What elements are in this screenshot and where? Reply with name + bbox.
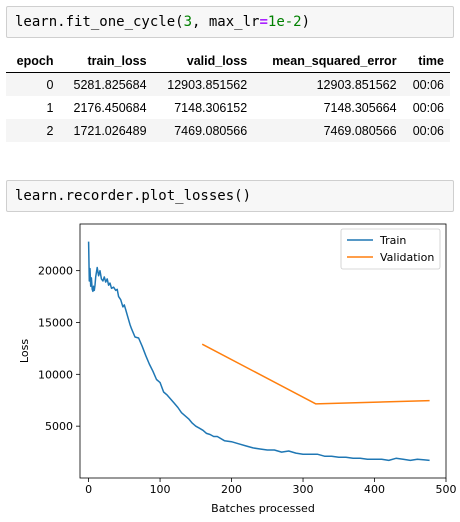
cell-valid-loss: 7469.080566 <box>152 119 254 142</box>
legend-box <box>340 228 441 270</box>
y-tick-label: 10000 <box>38 368 73 381</box>
header-epoch: epoch <box>6 50 60 73</box>
plot-legend: Train Validation <box>340 228 441 270</box>
cell-epoch: 0 <box>6 72 60 96</box>
cell-train-loss: 1721.026489 <box>59 119 153 142</box>
legend-label-validation: Validation <box>380 251 434 264</box>
loss-plot: 0 100 200 300 400 500 5000 10000 15000 20000 Batc… <box>18 223 457 515</box>
x-axis-label: Batches processed <box>211 502 315 515</box>
y-tick-label: 15000 <box>38 316 73 329</box>
cell-train-loss: 2176.450684 <box>73 100 147 115</box>
header-time: time <box>402 50 450 73</box>
code-text-close: ) <box>301 14 311 30</box>
table-row: 2 1721.026489 7469.080566 7469.080566 00… <box>6 119 450 142</box>
code-cell-fit-one-cycle[interactable]: learn.fit_one_cycle(3, max_lr=1e-2) <box>6 6 454 38</box>
table-header-row: epoch train_loss valid_loss mean_squared… <box>6 50 450 73</box>
cell-time: 00:06 <box>402 119 450 142</box>
cell-epoch: 1 <box>46 100 54 115</box>
plot-axes-frame <box>79 223 447 479</box>
x-tick-label: 100 <box>150 483 171 496</box>
table-row: 0 5281.825684 12903.851562 12903.851562 … <box>6 72 450 96</box>
code-text: learn.fit_one_cycle( <box>15 14 184 30</box>
cell-time: 00:06 <box>402 72 450 96</box>
cell-mse: 7469.080566 <box>253 119 403 142</box>
y-tick-label: 5000 <box>45 420 73 433</box>
cell-mse: 12903.851562 <box>253 72 403 96</box>
cell-mse: 7148.305664 <box>323 100 397 115</box>
header-train-loss: train_loss <box>59 50 153 73</box>
code-number-lr: 1e-2 <box>267 14 302 30</box>
code-text-kwarg: , max_lr <box>192 14 260 30</box>
code-operator: = <box>259 14 268 30</box>
series-line-train <box>87 241 430 462</box>
cell-time: 00:06 <box>412 100 444 115</box>
training-results-table: epoch train_loss valid_loss mean_squared… <box>6 50 450 142</box>
cell-valid-loss: 7148.306152 <box>174 100 248 115</box>
header-valid-loss: valid_loss <box>152 50 254 73</box>
table-row: 1 2176.450684 7148.306152 7148.305664 00… <box>6 96 450 119</box>
x-tick-label: 400 <box>364 483 385 496</box>
code-number-epochs: 3 <box>183 14 193 30</box>
code-text: learn.recorder.plot_losses() <box>15 188 252 204</box>
cell-valid-loss: 12903.851562 <box>152 72 254 96</box>
x-tick-label: 300 <box>293 483 314 496</box>
cell-epoch: 2 <box>6 119 60 142</box>
y-tick-label: 20000 <box>38 265 73 278</box>
legend-label-train: Train <box>379 234 406 247</box>
code-cell-plot-losses[interactable]: learn.recorder.plot_losses() <box>6 180 454 212</box>
x-tick-label: 200 <box>221 483 242 496</box>
x-tick-label: 500 <box>436 483 457 496</box>
series-line-validation <box>201 343 430 405</box>
header-mse: mean_squared_error <box>253 50 403 73</box>
y-axis-label: Loss <box>18 339 31 363</box>
cell-train-loss: 5281.825684 <box>59 72 153 96</box>
x-tick-label: 0 <box>85 483 92 496</box>
